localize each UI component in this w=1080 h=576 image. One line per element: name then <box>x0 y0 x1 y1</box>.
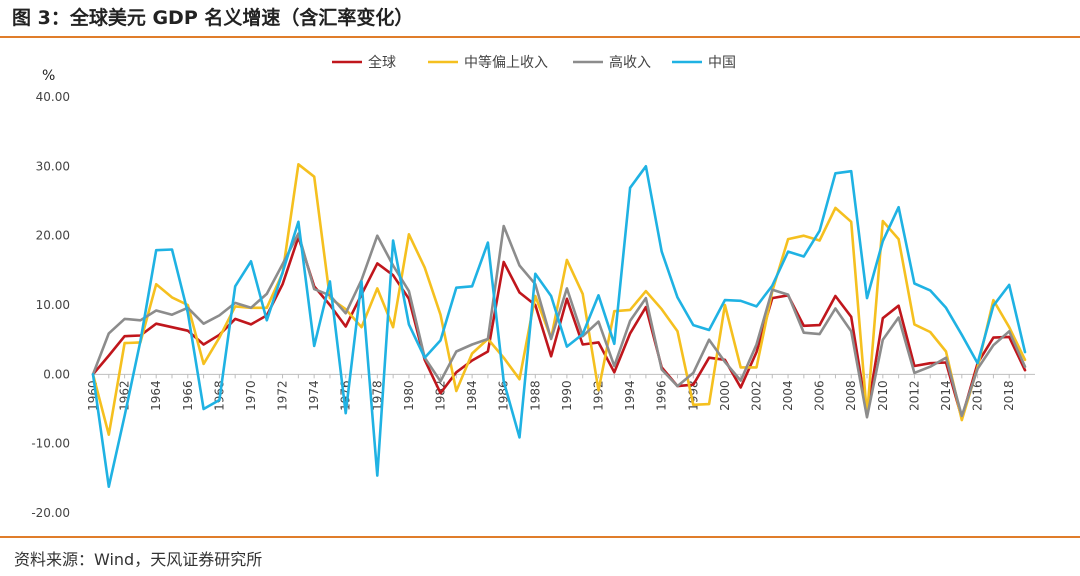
top-rule <box>0 36 1080 38</box>
x-tick-label: 1964 <box>149 380 163 411</box>
x-tick-label: 2018 <box>1002 380 1016 411</box>
y-tick-label: 0.00 <box>43 367 70 381</box>
x-tick-label: 1996 <box>655 380 669 411</box>
x-tick-label: 2008 <box>844 380 858 411</box>
x-tick-label: 1990 <box>560 380 574 411</box>
x-tick-label: 2004 <box>781 380 795 411</box>
x-tick-label: 1992 <box>591 380 605 411</box>
y-tick-label: 30.00 <box>36 159 70 173</box>
x-tick-label: 1966 <box>181 380 195 411</box>
x-tick-label: 1970 <box>244 380 258 411</box>
series-line <box>91 165 1027 489</box>
legend: 全球 中等偏上收入 高收入 中国 <box>332 54 736 71</box>
x-tick-label: 2002 <box>749 380 763 411</box>
x-tick-label: 2012 <box>907 380 921 411</box>
y-tick-label: 20.00 <box>36 229 70 243</box>
y-tick-label: 40.00 <box>36 90 70 104</box>
line-chart: % 40.00 30.00 20.00 10.00 0.00 -10.00 -20.00 1… <box>31 54 1035 520</box>
x-tick-label: 1980 <box>402 380 416 411</box>
x-tick-label: 2000 <box>718 380 732 411</box>
y-axis-unit: % <box>42 68 55 84</box>
figure-title-bar: 图 3：全球美元 GDP 名义增速（含汇率变化） <box>0 0 1080 36</box>
x-tick-label: 1988 <box>528 380 542 411</box>
x-tick-label: 1972 <box>276 380 290 411</box>
x-tick-label: 1994 <box>623 380 637 411</box>
legend-label: 全球 <box>368 54 396 71</box>
x-tick-label: 2010 <box>876 380 890 411</box>
series-lines <box>91 163 1027 489</box>
legend-label: 中国 <box>708 55 736 71</box>
x-axis: 1960 1962 1964 1966 1968 1970 1972 1974 1976 1978… <box>86 373 1035 411</box>
x-tick-label: 1974 <box>307 380 321 411</box>
bottom-rule <box>0 536 1080 538</box>
y-tick-label: -10.00 <box>31 437 70 451</box>
figure-title: 图 3：全球美元 GDP 名义增速（含汇率变化） <box>12 7 414 29</box>
x-tick-label: 1978 <box>370 380 384 411</box>
y-tick-label: 10.00 <box>36 298 70 312</box>
x-tick-label: 2016 <box>971 380 985 411</box>
x-tick-label: 2014 <box>939 380 953 411</box>
legend-label: 高收入 <box>609 54 651 71</box>
y-axis-ticks: 40.00 30.00 20.00 10.00 0.00 -10.00 -20.00 <box>31 90 70 520</box>
x-tick-label: 1984 <box>465 380 479 411</box>
legend-label: 中等偏上收入 <box>464 54 548 71</box>
x-tick-label: 1986 <box>497 380 511 411</box>
series-line <box>91 224 1027 419</box>
x-tick-label: 2006 <box>813 380 827 411</box>
y-tick-label: -20.00 <box>31 506 70 520</box>
source-note: 资料来源：Wind，天风证券研究所 <box>14 550 263 569</box>
